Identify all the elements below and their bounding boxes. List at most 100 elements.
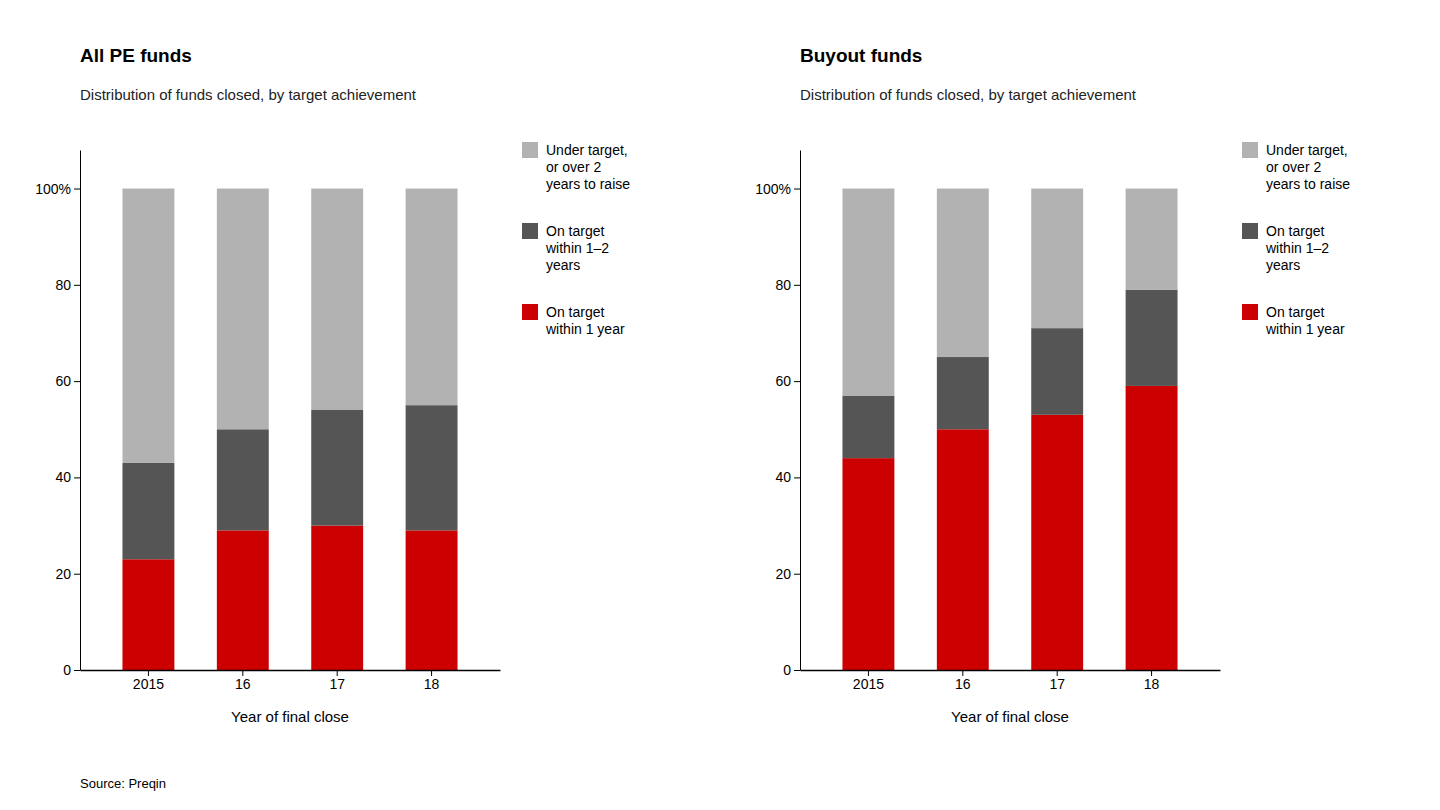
legend-label-line: years to raise [1266,176,1350,192]
y-axis-line [800,151,801,671]
x-tick: 16 [235,670,251,692]
legend-label-line: On target [1266,223,1324,239]
legend-label: Under target,or over 2years to raise [1266,142,1350,192]
x-tick-label: 2015 [853,676,884,692]
y-axis-line [80,151,81,671]
bar-segment [217,189,269,430]
legend-item: Under target,or over 2years to raise [522,142,630,192]
y-tick: 100% [35,180,80,196]
chart-panel: Buyout fundsDistribution of funds closed… [755,45,1350,725]
y-tick-mark [794,574,800,575]
bar-segment [937,429,989,670]
legend-swatch [1242,223,1258,239]
x-tick-label: 18 [1144,676,1160,692]
bar-segment [1126,386,1178,670]
legend-swatch [522,304,538,320]
bar-segment [842,396,894,459]
y-tick: 80 [775,277,800,293]
bar-segment [122,559,174,670]
x-tick: 16 [955,670,971,692]
legend-label: On targetwithin 1 year [545,304,625,337]
x-tick-label: 16 [955,676,971,692]
bar-segment [842,189,894,396]
y-tick-label: 40 [775,469,791,485]
y-tick-mark [794,381,800,382]
y-tick-label: 100% [755,180,791,196]
x-tick-label: 18 [424,676,440,692]
legend-label-line: On target [546,304,604,320]
legend-label-line: years to raise [546,176,630,192]
y-tick: 20 [55,566,80,582]
x-tick: 17 [329,670,345,692]
bar-segment [1031,189,1083,329]
y-tick-mark [74,285,80,286]
y-tick-label: 40 [55,469,71,485]
y-axis: 0 20 40 60 80 100% [35,151,80,678]
x-axis-title: Year of final close [951,708,1069,725]
chart-canvas: All PE funds Distribution of funds closed… [0,0,1440,810]
y-tick: 100% [755,180,800,196]
chart-panel: All PE funds Distribution of funds closed… [35,45,630,725]
bar-segment [1031,415,1083,670]
legend-item: On targetwithin 1–2years [1242,223,1329,273]
bar-segment [1126,189,1178,290]
y-tick: 40 [55,469,80,485]
y-tick: 40 [775,469,800,485]
y-tick: 60 [775,373,800,389]
legend-label: On targetwithin 1–2years [1265,223,1329,273]
legend-item: On targetwithin 1 year [522,304,625,337]
y-tick-label: 60 [775,373,791,389]
legend-label-line: years [546,257,580,273]
y-tick: 0 [783,662,800,678]
bars [842,189,1177,670]
y-tick-mark [794,670,800,671]
legend: Under target,or over 2years to raise On t… [522,142,630,337]
legend-label-line: within 1 year [545,321,625,337]
x-tick-label: 2015 [133,676,164,692]
y-tick-label: 60 [55,373,71,389]
y-tick: 0 [63,662,80,678]
y-tick-label: 100% [35,180,71,196]
x-tick-label: 16 [235,676,251,692]
legend-label-line: Under target, [1266,142,1348,158]
x-tick-label: 17 [329,676,345,692]
legend-label-line: within 1 year [1265,321,1345,337]
y-tick-mark [74,477,80,478]
bar-segment [406,530,458,670]
bar-segment [1126,290,1178,386]
y-tick-mark [794,285,800,286]
chart-subtitle: Distribution of funds closed, by target … [80,86,417,103]
x-tick: 17 [1049,670,1065,692]
legend-label-line: On target [1266,304,1324,320]
annotation: Source: Preqin [80,776,166,791]
bar-segment [937,357,989,429]
y-tick-label: 20 [55,566,71,582]
x-axis-title: Year of final close [231,708,349,725]
y-tick-mark [74,574,80,575]
y-tick-label: 20 [775,566,791,582]
y-tick: 60 [55,373,80,389]
y-tick: 20 [775,566,800,582]
y-tick: 80 [55,277,80,293]
bar-segment [406,405,458,530]
x-axis: 2015 16 17 18 [81,670,501,692]
bars [122,189,457,670]
y-tick-mark [74,381,80,382]
y-axis: 0 20 40 60 80 100% [755,151,800,678]
legend-item: On targetwithin 1 year [1242,304,1345,337]
y-tick-label: 0 [63,662,71,678]
x-tick: 18 [424,670,440,692]
y-tick-label: 80 [775,277,791,293]
y-tick-label: 80 [55,277,71,293]
legend-label: On targetwithin 1 year [1265,304,1345,337]
y-tick-mark [794,477,800,478]
x-axis-line [801,670,1221,672]
bar-segment [311,526,363,670]
bar-segment [311,410,363,526]
legend-label: On targetwithin 1–2years [545,223,609,273]
y-tick-mark [74,670,80,671]
x-tick: 18 [1144,670,1160,692]
bar-segment [937,189,989,358]
chart-title: All PE funds [80,45,192,66]
bar-segment [122,189,174,463]
